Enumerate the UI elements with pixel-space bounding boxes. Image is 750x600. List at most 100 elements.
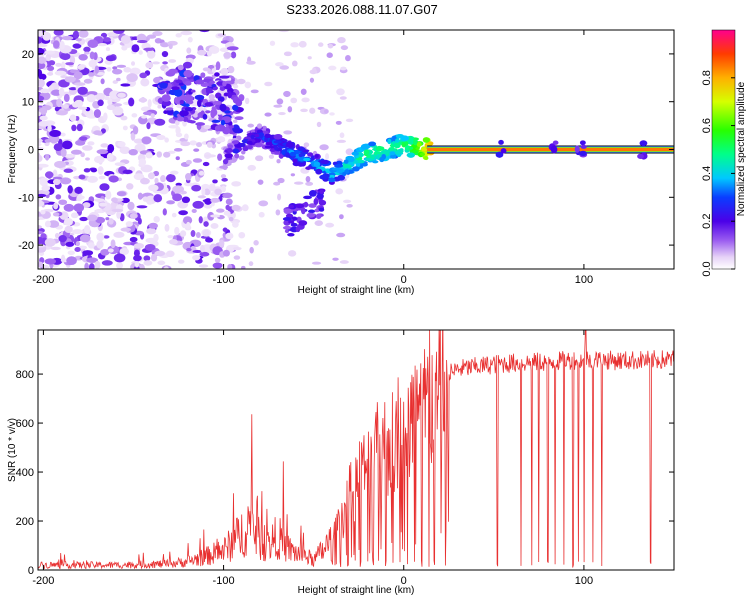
heatmap-cell bbox=[178, 210, 188, 216]
heatmap-cell bbox=[174, 226, 180, 236]
heatmap-cell bbox=[348, 169, 354, 174]
heatmap-cell bbox=[42, 264, 50, 269]
heatmap-cell bbox=[316, 193, 324, 200]
colorbar-tick-label: 0.2 bbox=[701, 214, 713, 229]
heatmap-cell bbox=[197, 195, 207, 199]
heatmap-cell bbox=[154, 250, 166, 257]
heatmap-cell bbox=[227, 148, 233, 153]
heatmap-cell bbox=[105, 55, 116, 62]
heatmap-cell bbox=[120, 35, 131, 45]
heatmap-cell bbox=[44, 258, 57, 265]
heatmap-cell bbox=[290, 222, 298, 227]
heatmap-cell bbox=[54, 70, 67, 76]
heatmap-cell bbox=[38, 138, 43, 143]
heatmap-cell bbox=[106, 67, 112, 72]
heatmap-cell bbox=[140, 177, 150, 185]
heatmap-cell bbox=[70, 149, 82, 155]
heatmap-cell bbox=[143, 47, 155, 51]
heatmap-cell bbox=[162, 208, 167, 216]
heatmap-cell bbox=[38, 36, 43, 44]
heatmap-cell bbox=[238, 155, 245, 161]
heatmap-cell bbox=[111, 68, 123, 75]
heatmap-cell bbox=[275, 209, 281, 216]
heatmap-cell bbox=[198, 216, 203, 224]
heatmap-cell bbox=[130, 132, 136, 141]
heatmap-cell bbox=[227, 65, 235, 74]
heatmap-cell bbox=[314, 208, 320, 213]
heatmap-cell bbox=[360, 143, 370, 150]
heatmap-cell bbox=[220, 185, 226, 193]
heatmap-cell bbox=[94, 198, 105, 202]
heatmap-cell bbox=[247, 123, 254, 128]
heatmap-cell bbox=[59, 177, 72, 185]
heatmap-cell bbox=[495, 151, 504, 158]
heatmap-cell bbox=[411, 150, 419, 154]
heatmap-cell bbox=[134, 260, 140, 268]
heatmap-cell bbox=[136, 40, 148, 44]
heatmap-cell bbox=[332, 257, 339, 261]
heatmap-cell bbox=[164, 223, 170, 232]
heatmap-cell bbox=[39, 115, 48, 121]
heatmap-cell bbox=[372, 160, 379, 164]
heatmap-cell bbox=[87, 141, 95, 146]
heatmap-cell bbox=[100, 143, 109, 148]
heatmap-cell bbox=[308, 190, 317, 197]
y-tick-label: 200 bbox=[16, 516, 34, 528]
heatmap-cell bbox=[175, 132, 183, 138]
heatmap-cell bbox=[96, 71, 105, 76]
heatmap-cell bbox=[160, 175, 166, 183]
heatmap-cell bbox=[168, 43, 173, 50]
heatmap-cell bbox=[334, 164, 344, 168]
heatmap-cell bbox=[368, 141, 377, 147]
heatmap-cell bbox=[180, 230, 187, 237]
heatmap-cell bbox=[52, 212, 60, 217]
heatmap-cell bbox=[121, 45, 128, 51]
heatmap-cell bbox=[195, 79, 205, 85]
heatmap-cell bbox=[210, 201, 215, 207]
heatmap-cell bbox=[117, 92, 126, 98]
heatmap-cell bbox=[133, 173, 145, 181]
heatmap-cell bbox=[217, 153, 223, 161]
heatmap-cell bbox=[116, 262, 123, 269]
heatmap-cell bbox=[195, 232, 201, 238]
heatmap-cell bbox=[307, 56, 312, 60]
heatmap-cell bbox=[139, 263, 145, 269]
colorbar-ticks: 0.0 0.2 0.4 0.6 0.8 bbox=[701, 70, 735, 277]
heatmap-cell bbox=[38, 30, 43, 37]
heatmap-cell bbox=[290, 173, 296, 177]
heatmap-cell bbox=[254, 142, 263, 148]
heatmap-cell bbox=[56, 98, 63, 108]
heatmap-cell bbox=[324, 168, 331, 172]
heatmap-cell bbox=[52, 176, 63, 180]
heatmap-cell bbox=[48, 60, 56, 66]
heatmap-cell bbox=[248, 261, 254, 267]
x-tick-label: 0 bbox=[401, 274, 407, 286]
y-tick-label: -20 bbox=[18, 240, 34, 252]
heatmap-cell bbox=[181, 196, 191, 204]
heatmap-cell bbox=[298, 40, 307, 48]
heatmap-cell bbox=[119, 213, 125, 222]
heatmap-cell bbox=[339, 96, 347, 100]
heatmap-cell bbox=[339, 214, 344, 220]
heatmap-cell bbox=[38, 261, 44, 268]
heatmap-cell bbox=[44, 50, 56, 55]
heatmap-cell bbox=[128, 149, 138, 156]
heatmap-cell bbox=[38, 236, 44, 245]
heatmap-cell bbox=[316, 121, 322, 128]
heatmap-cell bbox=[264, 81, 273, 87]
heatmap-cell bbox=[255, 155, 264, 162]
heatmap-cell bbox=[108, 218, 114, 225]
heatmap-cell bbox=[108, 175, 119, 183]
heatmap-cell bbox=[132, 125, 139, 135]
heatmap-cell bbox=[107, 248, 114, 253]
heatmap-cell bbox=[225, 198, 233, 205]
heatmap-cell bbox=[288, 204, 295, 209]
heatmap-cell bbox=[219, 103, 227, 112]
heatmap-cell bbox=[209, 80, 216, 85]
heatmap-cell bbox=[54, 160, 67, 169]
heatmap-cell bbox=[210, 110, 216, 119]
heatmap-cell bbox=[197, 49, 207, 56]
heatmap-cell bbox=[282, 225, 292, 230]
heatmap-cell bbox=[268, 154, 275, 159]
heatmap-cell bbox=[133, 138, 145, 144]
